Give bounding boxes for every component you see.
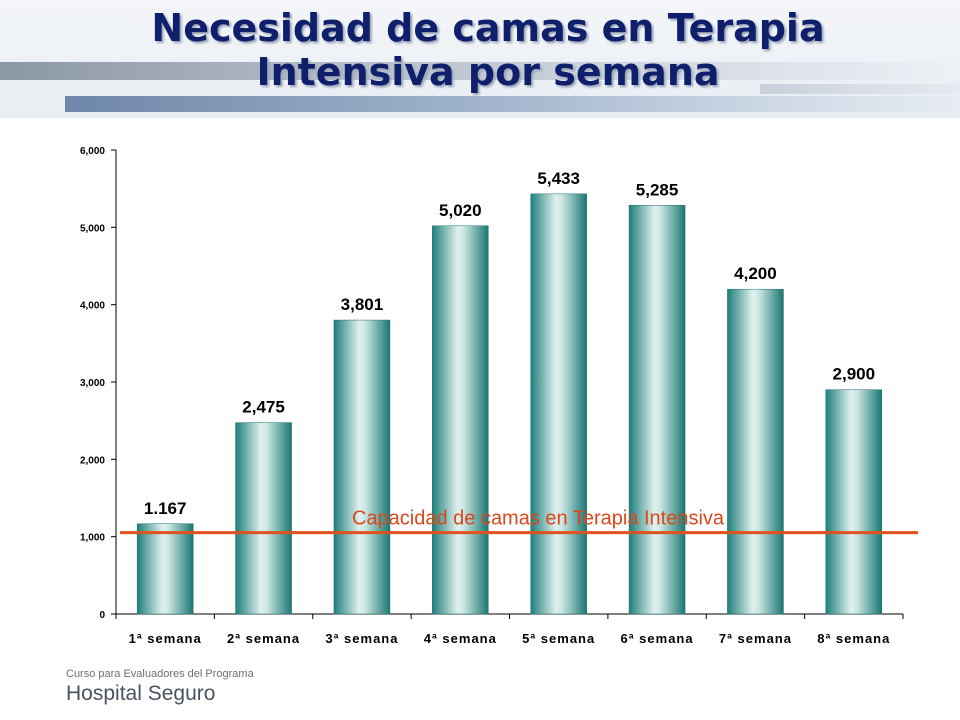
x-category-label: 4ª semana	[424, 631, 497, 646]
capacity-line-group: Capacidad de camas en Terapia Intensiva	[120, 508, 918, 535]
y-tick-label: 5,000	[80, 223, 105, 234]
x-category-label: 3ª semana	[325, 631, 398, 646]
footer-logo: Curso para Evaluadores del Programa Hosp…	[66, 668, 254, 707]
y-tick-label: 0	[99, 610, 105, 621]
bar-value-label: 5,285	[636, 180, 679, 199]
bar	[333, 319, 391, 615]
bar	[825, 389, 883, 615]
y-tick-label: 1,000	[80, 533, 105, 544]
bar-value-label: 2,475	[242, 398, 285, 417]
bar-value-label: 2,900	[833, 365, 876, 384]
y-tick-label: 3,000	[80, 378, 105, 389]
y-tick-label: 4,000	[80, 301, 105, 312]
bar-value-label: 5,433	[537, 169, 580, 188]
chart-bars	[136, 193, 883, 615]
header-stripe	[760, 84, 960, 94]
y-tick-label: 6,000	[80, 146, 105, 157]
bar	[727, 288, 784, 615]
bar-value-label: 4,200	[734, 264, 777, 283]
footer-program-name: Hospital Seguro	[66, 682, 216, 705]
slide-title-line1: Necesidad de camas en Terapia	[151, 6, 825, 50]
capacity-line-label: Capacidad de camas en Terapia Intensiva	[352, 508, 725, 530]
y-tick-label: 2,000	[80, 455, 105, 466]
x-category-label: 7ª semana	[719, 631, 792, 646]
slide-title-line2: Intensiva por semana	[256, 50, 720, 94]
bar-value-label: 5,020	[439, 201, 482, 220]
x-category-label: 6ª semana	[621, 631, 694, 646]
bar-value-label: 3,801	[341, 295, 384, 314]
slide-title: Necesidad de camas en Terapia Intensiva …	[0, 6, 960, 94]
header-stripe	[65, 96, 960, 112]
bar	[432, 225, 489, 615]
x-category-label: 1ª semana	[129, 631, 202, 646]
x-category-label: 5ª semana	[522, 631, 595, 646]
bar	[235, 422, 292, 615]
bar	[530, 193, 587, 615]
slide-header: Necesidad de camas en Terapia Intensiva …	[0, 0, 960, 120]
x-category-label: 8ª semana	[817, 631, 890, 646]
x-category-label: 2ª semana	[227, 631, 300, 646]
header-stripe	[0, 62, 960, 80]
bar	[136, 523, 194, 615]
chart-labels: 1.167 1ª semana 2,475 2ª semana 3,801 3ª sema…	[129, 169, 890, 646]
footer-course-text: Curso para Evaluadores del Programa	[66, 668, 254, 680]
bar-value-label: 1.167	[144, 499, 187, 518]
bar	[628, 205, 686, 615]
